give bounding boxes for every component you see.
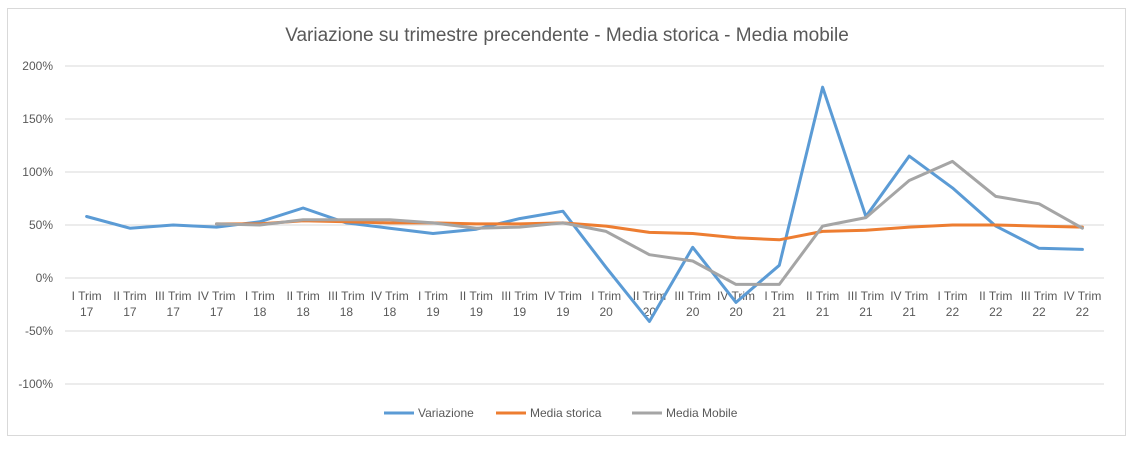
x-tick-label-year: 21 xyxy=(773,305,787,319)
x-tick-label-year: 19 xyxy=(426,305,440,319)
x-tick-label-year: 19 xyxy=(513,305,527,319)
x-tick-label-quarter: IV Trim xyxy=(544,289,582,303)
x-tick-label-quarter: I Trim xyxy=(764,289,794,303)
x-tick-label-year: 21 xyxy=(859,305,873,319)
x-tick-label: IV Trim 19 xyxy=(544,289,582,319)
x-tick-label-year: 20 xyxy=(599,305,613,319)
legend-label: Variazione xyxy=(418,406,474,420)
x-tick-label-quarter: IV Trim xyxy=(198,289,236,303)
x-tick-label-quarter: I Trim xyxy=(591,289,621,303)
series-line-media-mobile xyxy=(215,159,1084,286)
x-tick-label: I Trim 19 xyxy=(418,289,448,319)
x-tick-label-quarter: IV Trim xyxy=(1063,289,1101,303)
x-tick-label-year: 19 xyxy=(556,305,570,319)
x-tick-label-quarter: III Trim xyxy=(501,289,538,303)
x-tick-label-quarter: III Trim xyxy=(1021,289,1058,303)
x-tick-label-year: 21 xyxy=(903,305,917,319)
legend: Variazione Media storica Media Mobile xyxy=(384,406,738,420)
x-tick-label: III Trim 17 xyxy=(155,289,192,319)
series-line-variazione xyxy=(85,85,1084,323)
x-tick-label-quarter: II Trim xyxy=(286,289,319,303)
y-tick-label: 50% xyxy=(29,218,53,232)
x-tick-label-year: 22 xyxy=(1076,305,1090,319)
legend-label: Media storica xyxy=(530,406,602,420)
x-tick-label-year: 17 xyxy=(123,305,137,319)
x-tick-label-quarter: III Trim xyxy=(155,289,192,303)
y-tick-label: 200% xyxy=(22,59,53,73)
x-tick-label: II Trim 17 xyxy=(113,289,146,319)
series-line-media-storica xyxy=(215,219,1084,242)
x-tick-label-quarter: II Trim xyxy=(806,289,839,303)
x-tick-label: II Trim 22 xyxy=(979,289,1012,319)
x-tick-label-quarter: I Trim xyxy=(245,289,275,303)
x-tick-label-year: 20 xyxy=(729,305,743,319)
chart-title: Variazione su trimestre precendente - Me… xyxy=(285,25,849,46)
x-tick-label: III Trim 22 xyxy=(1021,289,1058,319)
x-tick-label: III Trim 20 xyxy=(674,289,711,319)
x-tick-label: III Trim 21 xyxy=(848,289,885,319)
x-tick-label-year: 18 xyxy=(253,305,267,319)
x-tick-label-year: 22 xyxy=(989,305,1003,319)
x-tick-label-quarter: II Trim xyxy=(979,289,1012,303)
x-tick-label-year: 19 xyxy=(470,305,484,319)
x-tick-label: I Trim 18 xyxy=(245,289,275,319)
x-tick-label-quarter: IV Trim xyxy=(371,289,409,303)
x-tick-label-year: 17 xyxy=(167,305,181,319)
x-tick-label-year: 22 xyxy=(946,305,960,319)
x-tick-label: II Trim 21 xyxy=(806,289,839,319)
x-tick-label-year: 22 xyxy=(1032,305,1046,319)
y-tick-label: 150% xyxy=(22,112,53,126)
x-tick-label-quarter: I Trim xyxy=(418,289,448,303)
y-tick-label: 0% xyxy=(36,271,54,285)
x-tick-label-quarter: I Trim xyxy=(937,289,967,303)
x-tick-label-year: 20 xyxy=(686,305,700,319)
x-tick-label-quarter: II Trim xyxy=(633,289,666,303)
y-tick-label: -50% xyxy=(25,324,53,338)
x-tick-label-year: 21 xyxy=(816,305,830,319)
x-tick-label: I Trim 22 xyxy=(937,289,967,319)
y-tick-label: -100% xyxy=(18,377,53,391)
x-tick-label: II Trim 18 xyxy=(286,289,319,319)
x-tick-label: IV Trim 20 xyxy=(717,289,755,319)
x-tick-label: IV Trim 21 xyxy=(890,289,928,319)
x-tick-label-year: 17 xyxy=(80,305,94,319)
x-tick-label-year: 18 xyxy=(383,305,397,319)
x-tick-label-quarter: II Trim xyxy=(113,289,146,303)
x-tick-label: I Trim 21 xyxy=(764,289,794,319)
x-tick-label: I Trim 17 xyxy=(72,289,102,319)
gridlines xyxy=(65,65,1104,385)
x-tick-label-quarter: III Trim xyxy=(848,289,885,303)
x-tick-label-quarter: III Trim xyxy=(328,289,365,303)
x-tick-label: III Trim 19 xyxy=(501,289,538,319)
x-tick-label: I Trim 20 xyxy=(591,289,621,319)
y-tick-label: 100% xyxy=(22,165,53,179)
x-tick-label-year: 18 xyxy=(296,305,310,319)
x-tick-label-year: 18 xyxy=(340,305,354,319)
series-lines xyxy=(85,85,1084,323)
legend-label: Media Mobile xyxy=(666,406,738,420)
x-tick-label: III Trim 18 xyxy=(328,289,365,319)
x-tick-label-quarter: I Trim xyxy=(72,289,102,303)
x-tick-label-quarter: II Trim xyxy=(460,289,493,303)
x-tick-label: IV Trim 22 xyxy=(1063,289,1101,319)
x-tick-label-quarter: IV Trim xyxy=(890,289,928,303)
x-tick-label: II Trim 19 xyxy=(460,289,493,319)
x-tick-label: IV Trim 18 xyxy=(371,289,409,319)
x-tick-label-quarter: III Trim xyxy=(674,289,711,303)
x-tick-label: IV Trim 17 xyxy=(198,289,236,319)
y-axis: 200% 150% 100% 50% 0% -50% -100% xyxy=(18,59,53,391)
x-tick-label-year: 17 xyxy=(210,305,224,319)
